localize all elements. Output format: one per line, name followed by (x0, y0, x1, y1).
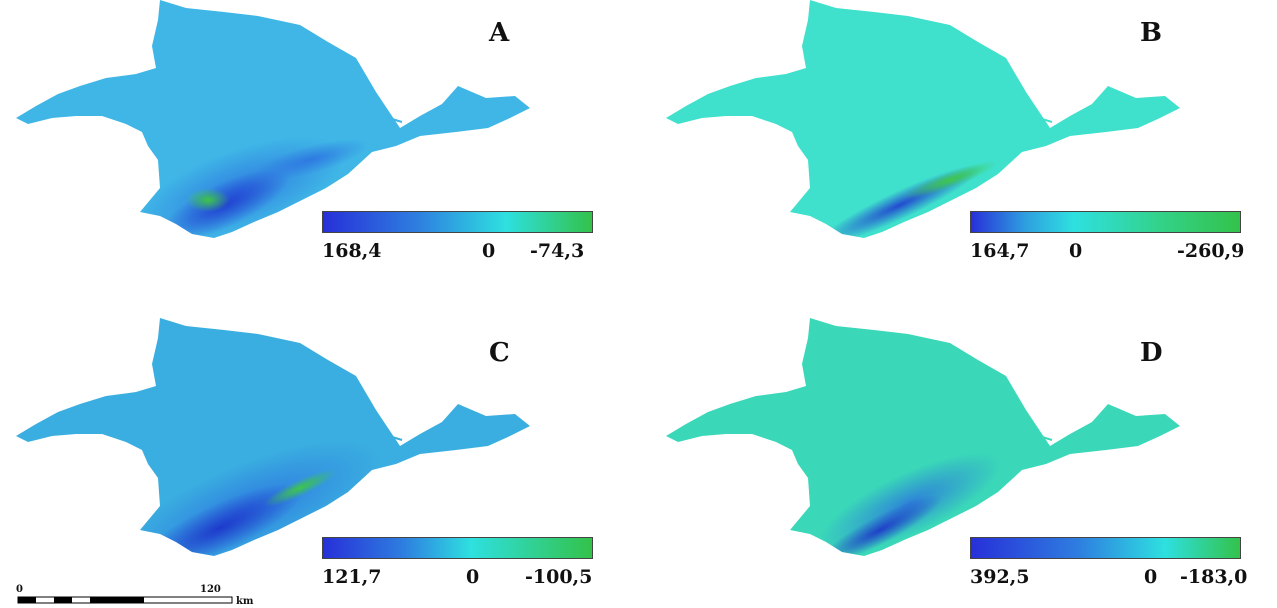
colorbar-b-zero-label: 0 (1069, 240, 1083, 262)
colorbar-a (322, 211, 593, 233)
scale-bar (17, 596, 233, 604)
colorbar-b (970, 211, 1241, 233)
colorbar-d (970, 537, 1241, 559)
scale-bar-end-label: 120 (200, 584, 221, 595)
colorbar-c-zero-label: 0 (466, 566, 480, 588)
map-panel-b (666, 0, 1180, 238)
map-panel-c (16, 318, 530, 556)
colorbar-b-max-label: -260,9 (1177, 240, 1245, 262)
panel-label-d: D (1140, 338, 1164, 368)
map-panel-a (16, 0, 530, 238)
colorbar-a-min-label: 168,4 (322, 240, 382, 262)
colorbar-d-min-label: 392,5 (970, 566, 1030, 588)
colorbar-b-min-label: 164,7 (970, 240, 1030, 262)
panel-label-c: C (489, 338, 511, 368)
map-panel-d (666, 318, 1180, 556)
scale-bar-unit-label: km (236, 596, 254, 607)
colorbar-c (322, 537, 593, 559)
colorbar-a-zero-label: 0 (482, 240, 496, 262)
colorbar-c-min-label: 121,7 (322, 566, 382, 588)
panel-label-a: A (489, 18, 511, 48)
colorbar-d-zero-label: 0 (1144, 566, 1158, 588)
scale-bar-start-label: 0 (16, 584, 23, 595)
panel-label-b: B (1140, 18, 1163, 48)
colorbar-c-max-label: -100,5 (525, 566, 593, 588)
colorbar-a-max-label: -74,3 (530, 240, 585, 262)
colorbar-d-max-label: -183,0 (1180, 566, 1248, 588)
